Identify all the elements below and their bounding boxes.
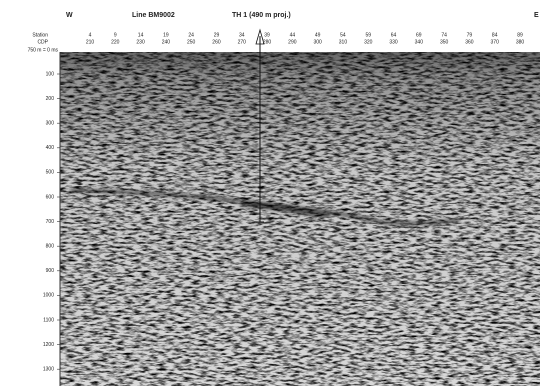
cdp-number: 300 bbox=[313, 39, 322, 45]
station-number: 54 bbox=[340, 32, 346, 38]
time-label: 800 bbox=[46, 244, 55, 250]
cdp-number: 290 bbox=[288, 39, 297, 45]
cdp-number: 210 bbox=[86, 39, 95, 45]
station-number: 4 bbox=[89, 32, 92, 38]
cdp-label: CDP bbox=[37, 39, 48, 45]
borehole-label: TH 1 (490 m proj.) bbox=[232, 12, 291, 19]
station-number: 34 bbox=[239, 32, 245, 38]
station-label: Station bbox=[32, 32, 48, 38]
station-number: 39 bbox=[264, 32, 270, 38]
station-number: 24 bbox=[188, 32, 194, 38]
station-number: 44 bbox=[290, 32, 296, 38]
station-number: 74 bbox=[441, 32, 447, 38]
line-label: Line BM9002 bbox=[132, 12, 175, 19]
cdp-number: 320 bbox=[364, 39, 373, 45]
cdp-number: 270 bbox=[238, 39, 247, 45]
station-number: 89 bbox=[517, 32, 523, 38]
cdp-number: 330 bbox=[389, 39, 398, 45]
station-number: 69 bbox=[416, 32, 422, 38]
time-label: 600 bbox=[46, 194, 55, 200]
station-number: 19 bbox=[163, 32, 169, 38]
time-label: 1200 bbox=[43, 342, 54, 348]
station-number: 79 bbox=[467, 32, 473, 38]
cdp-number: 360 bbox=[465, 39, 474, 45]
station-number: 29 bbox=[214, 32, 220, 38]
station-number: 49 bbox=[315, 32, 321, 38]
time-label: 700 bbox=[46, 219, 55, 225]
cdp-number: 250 bbox=[187, 39, 196, 45]
time-label: 300 bbox=[46, 121, 55, 127]
cdp-number: 310 bbox=[339, 39, 348, 45]
cdp-number: 340 bbox=[415, 39, 424, 45]
time-label: 900 bbox=[46, 268, 55, 274]
datum-label: 750 m = 0 ms bbox=[28, 47, 59, 53]
cdp-number: 280 bbox=[263, 39, 272, 45]
time-label: 100 bbox=[46, 71, 55, 77]
time-label: 500 bbox=[46, 170, 55, 176]
cdp-number: 230 bbox=[136, 39, 145, 45]
time-label: 1100 bbox=[43, 317, 54, 323]
time-label: 200 bbox=[46, 96, 55, 102]
cdp-number: 220 bbox=[111, 39, 120, 45]
station-number: 59 bbox=[365, 32, 371, 38]
time-label: 1000 bbox=[43, 293, 54, 299]
cdp-number: 260 bbox=[212, 39, 221, 45]
west-label: W bbox=[66, 12, 73, 19]
station-number: 84 bbox=[492, 32, 498, 38]
cdp-number: 380 bbox=[516, 39, 525, 45]
station-number: 14 bbox=[138, 32, 144, 38]
cdp-number: 240 bbox=[162, 39, 171, 45]
time-label: 1300 bbox=[43, 367, 54, 373]
cdp-number: 370 bbox=[491, 39, 500, 45]
east-label: E bbox=[534, 12, 539, 19]
seismic-section bbox=[60, 52, 540, 386]
seismic-figure: W Line BM9002 TH 1 (490 m proj.) E Stati… bbox=[0, 0, 540, 386]
station-number: 9 bbox=[114, 32, 117, 38]
station-number: 64 bbox=[391, 32, 397, 38]
cdp-number: 350 bbox=[440, 39, 449, 45]
time-label: 400 bbox=[46, 145, 55, 151]
